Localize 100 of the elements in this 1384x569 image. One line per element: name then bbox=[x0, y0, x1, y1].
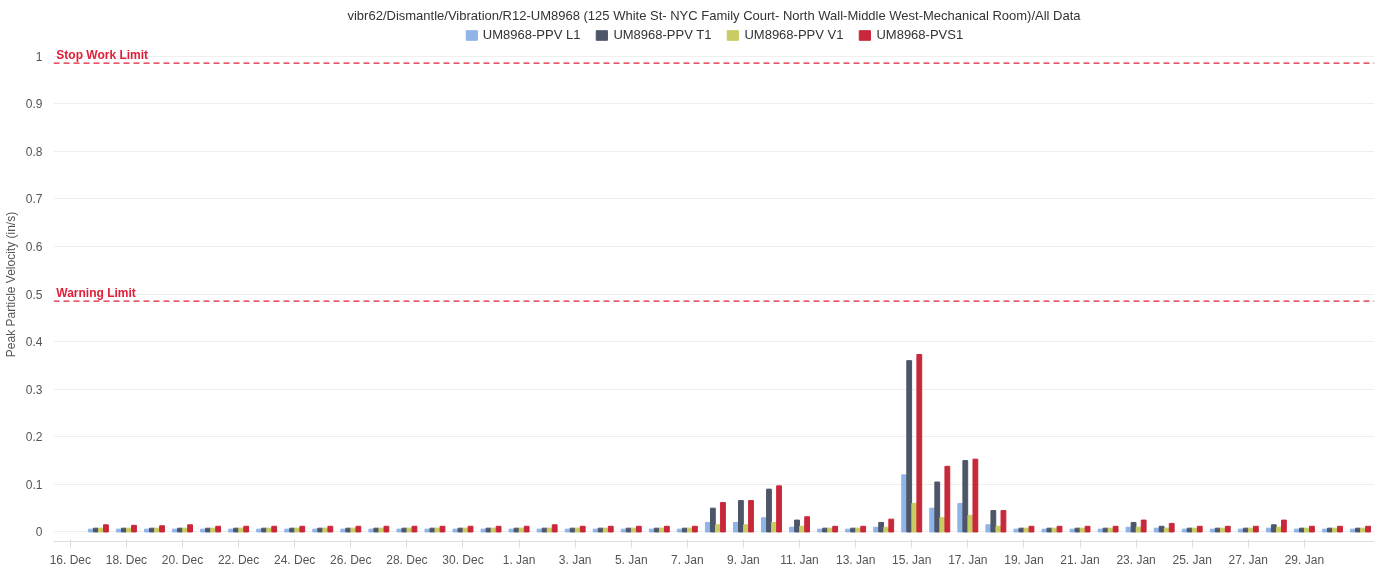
bar bbox=[205, 527, 211, 533]
bar bbox=[368, 528, 375, 533]
x-tick-label: 22. Dec bbox=[217, 552, 260, 567]
bar bbox=[172, 528, 178, 533]
bar bbox=[1181, 528, 1188, 533]
bar bbox=[144, 528, 150, 533]
legend-label: UM8968-PPV T1 bbox=[613, 27, 712, 42]
bar bbox=[766, 488, 772, 533]
bar bbox=[579, 525, 586, 533]
bar bbox=[709, 507, 716, 533]
x-tick-label: 30. Dec bbox=[442, 552, 484, 567]
bar bbox=[406, 527, 413, 533]
bar bbox=[355, 525, 362, 533]
bar bbox=[340, 528, 347, 533]
bar bbox=[658, 527, 665, 533]
bar bbox=[888, 518, 895, 533]
ref-line-label: Stop Work Limit bbox=[56, 48, 149, 63]
bar bbox=[1125, 526, 1132, 533]
x-tick-label: 9. Jan bbox=[727, 552, 760, 567]
x-tick-label: 29. Jan bbox=[1284, 552, 1325, 567]
bar bbox=[1237, 528, 1244, 533]
x-tick-label: 13. Jan bbox=[835, 552, 876, 567]
bar bbox=[439, 525, 446, 533]
bar bbox=[1252, 525, 1259, 533]
bar bbox=[1168, 522, 1175, 533]
bar bbox=[776, 485, 782, 533]
bar bbox=[480, 528, 487, 533]
bar bbox=[916, 353, 923, 533]
bar bbox=[182, 527, 188, 533]
bar bbox=[822, 527, 828, 533]
x-tick-label: 28. Dec bbox=[386, 552, 428, 567]
bar bbox=[1293, 528, 1300, 533]
bar bbox=[789, 526, 795, 533]
bar bbox=[860, 525, 867, 533]
bar bbox=[1355, 527, 1361, 533]
ref-line-label: Warning Limit bbox=[56, 286, 136, 301]
bar bbox=[126, 527, 132, 533]
bar bbox=[87, 528, 94, 533]
bar bbox=[743, 524, 749, 533]
bar bbox=[452, 528, 459, 533]
bar bbox=[238, 527, 245, 533]
bar bbox=[845, 528, 851, 533]
x-tick-label: 3. Jan bbox=[558, 552, 592, 567]
bar bbox=[1242, 527, 1249, 533]
bar bbox=[1130, 521, 1137, 533]
y-tick-label: 0.3 bbox=[25, 382, 43, 397]
x-tick-label: 18. Dec bbox=[105, 552, 148, 567]
bar bbox=[424, 528, 431, 533]
x-tick-label: 16. Dec bbox=[49, 552, 92, 567]
bar bbox=[720, 501, 726, 533]
y-tick-label: 0.1 bbox=[25, 477, 43, 492]
x-tick-label: 1. Jan bbox=[502, 552, 536, 567]
bar bbox=[1112, 525, 1119, 533]
bar bbox=[771, 521, 777, 533]
bar bbox=[322, 527, 329, 533]
bar bbox=[551, 524, 558, 533]
bar bbox=[1337, 525, 1343, 533]
bar bbox=[1084, 525, 1091, 533]
x-tick-label: 11. Jan bbox=[780, 552, 819, 567]
bar bbox=[284, 528, 291, 533]
bar bbox=[620, 528, 627, 533]
bar bbox=[154, 527, 160, 533]
bar bbox=[855, 527, 862, 533]
bar bbox=[1079, 527, 1086, 533]
bar bbox=[1196, 525, 1203, 533]
y-tick-label: 0.6 bbox=[25, 239, 43, 254]
bar bbox=[1158, 525, 1165, 533]
bar bbox=[1281, 519, 1287, 533]
legend-label: UM8968-PVS1 bbox=[876, 27, 964, 42]
bar bbox=[574, 527, 581, 533]
bar bbox=[1298, 527, 1305, 533]
y-tick-label: 0.2 bbox=[25, 430, 43, 445]
bar bbox=[1018, 527, 1025, 533]
bar bbox=[1140, 519, 1147, 533]
bar bbox=[546, 527, 553, 533]
bar bbox=[906, 360, 913, 533]
bar bbox=[345, 527, 352, 533]
bar bbox=[434, 527, 441, 533]
bar bbox=[103, 524, 109, 533]
x-tick-label: 7. Jan bbox=[671, 552, 704, 567]
y-tick-label: 0.9 bbox=[25, 97, 43, 112]
bar bbox=[804, 516, 811, 533]
bar bbox=[177, 527, 183, 533]
bar bbox=[607, 525, 614, 533]
bar bbox=[149, 527, 155, 533]
bar bbox=[738, 500, 744, 533]
y-tick-label: 0 bbox=[35, 525, 43, 540]
bar bbox=[1097, 528, 1104, 533]
legend-label: UM8968-PPV L1 bbox=[482, 27, 581, 42]
bar bbox=[1219, 527, 1226, 533]
bar bbox=[715, 524, 721, 533]
legend-label: UM8968-PPV V1 bbox=[744, 27, 844, 42]
bar bbox=[597, 527, 604, 533]
x-tick-label: 27. Jan bbox=[1228, 552, 1268, 567]
bar bbox=[1214, 527, 1221, 533]
bar bbox=[832, 525, 839, 533]
chart-title: vibr62/Dismantle/Vibration/R12-UM8968 (125 White St- NYC Family Court- North Wall-Middle West-Mechanical Room)/All Data bbox=[347, 7, 1082, 23]
bar bbox=[962, 460, 969, 533]
bar bbox=[490, 527, 497, 533]
x-tick-label: 21. Jan bbox=[1060, 552, 1100, 567]
